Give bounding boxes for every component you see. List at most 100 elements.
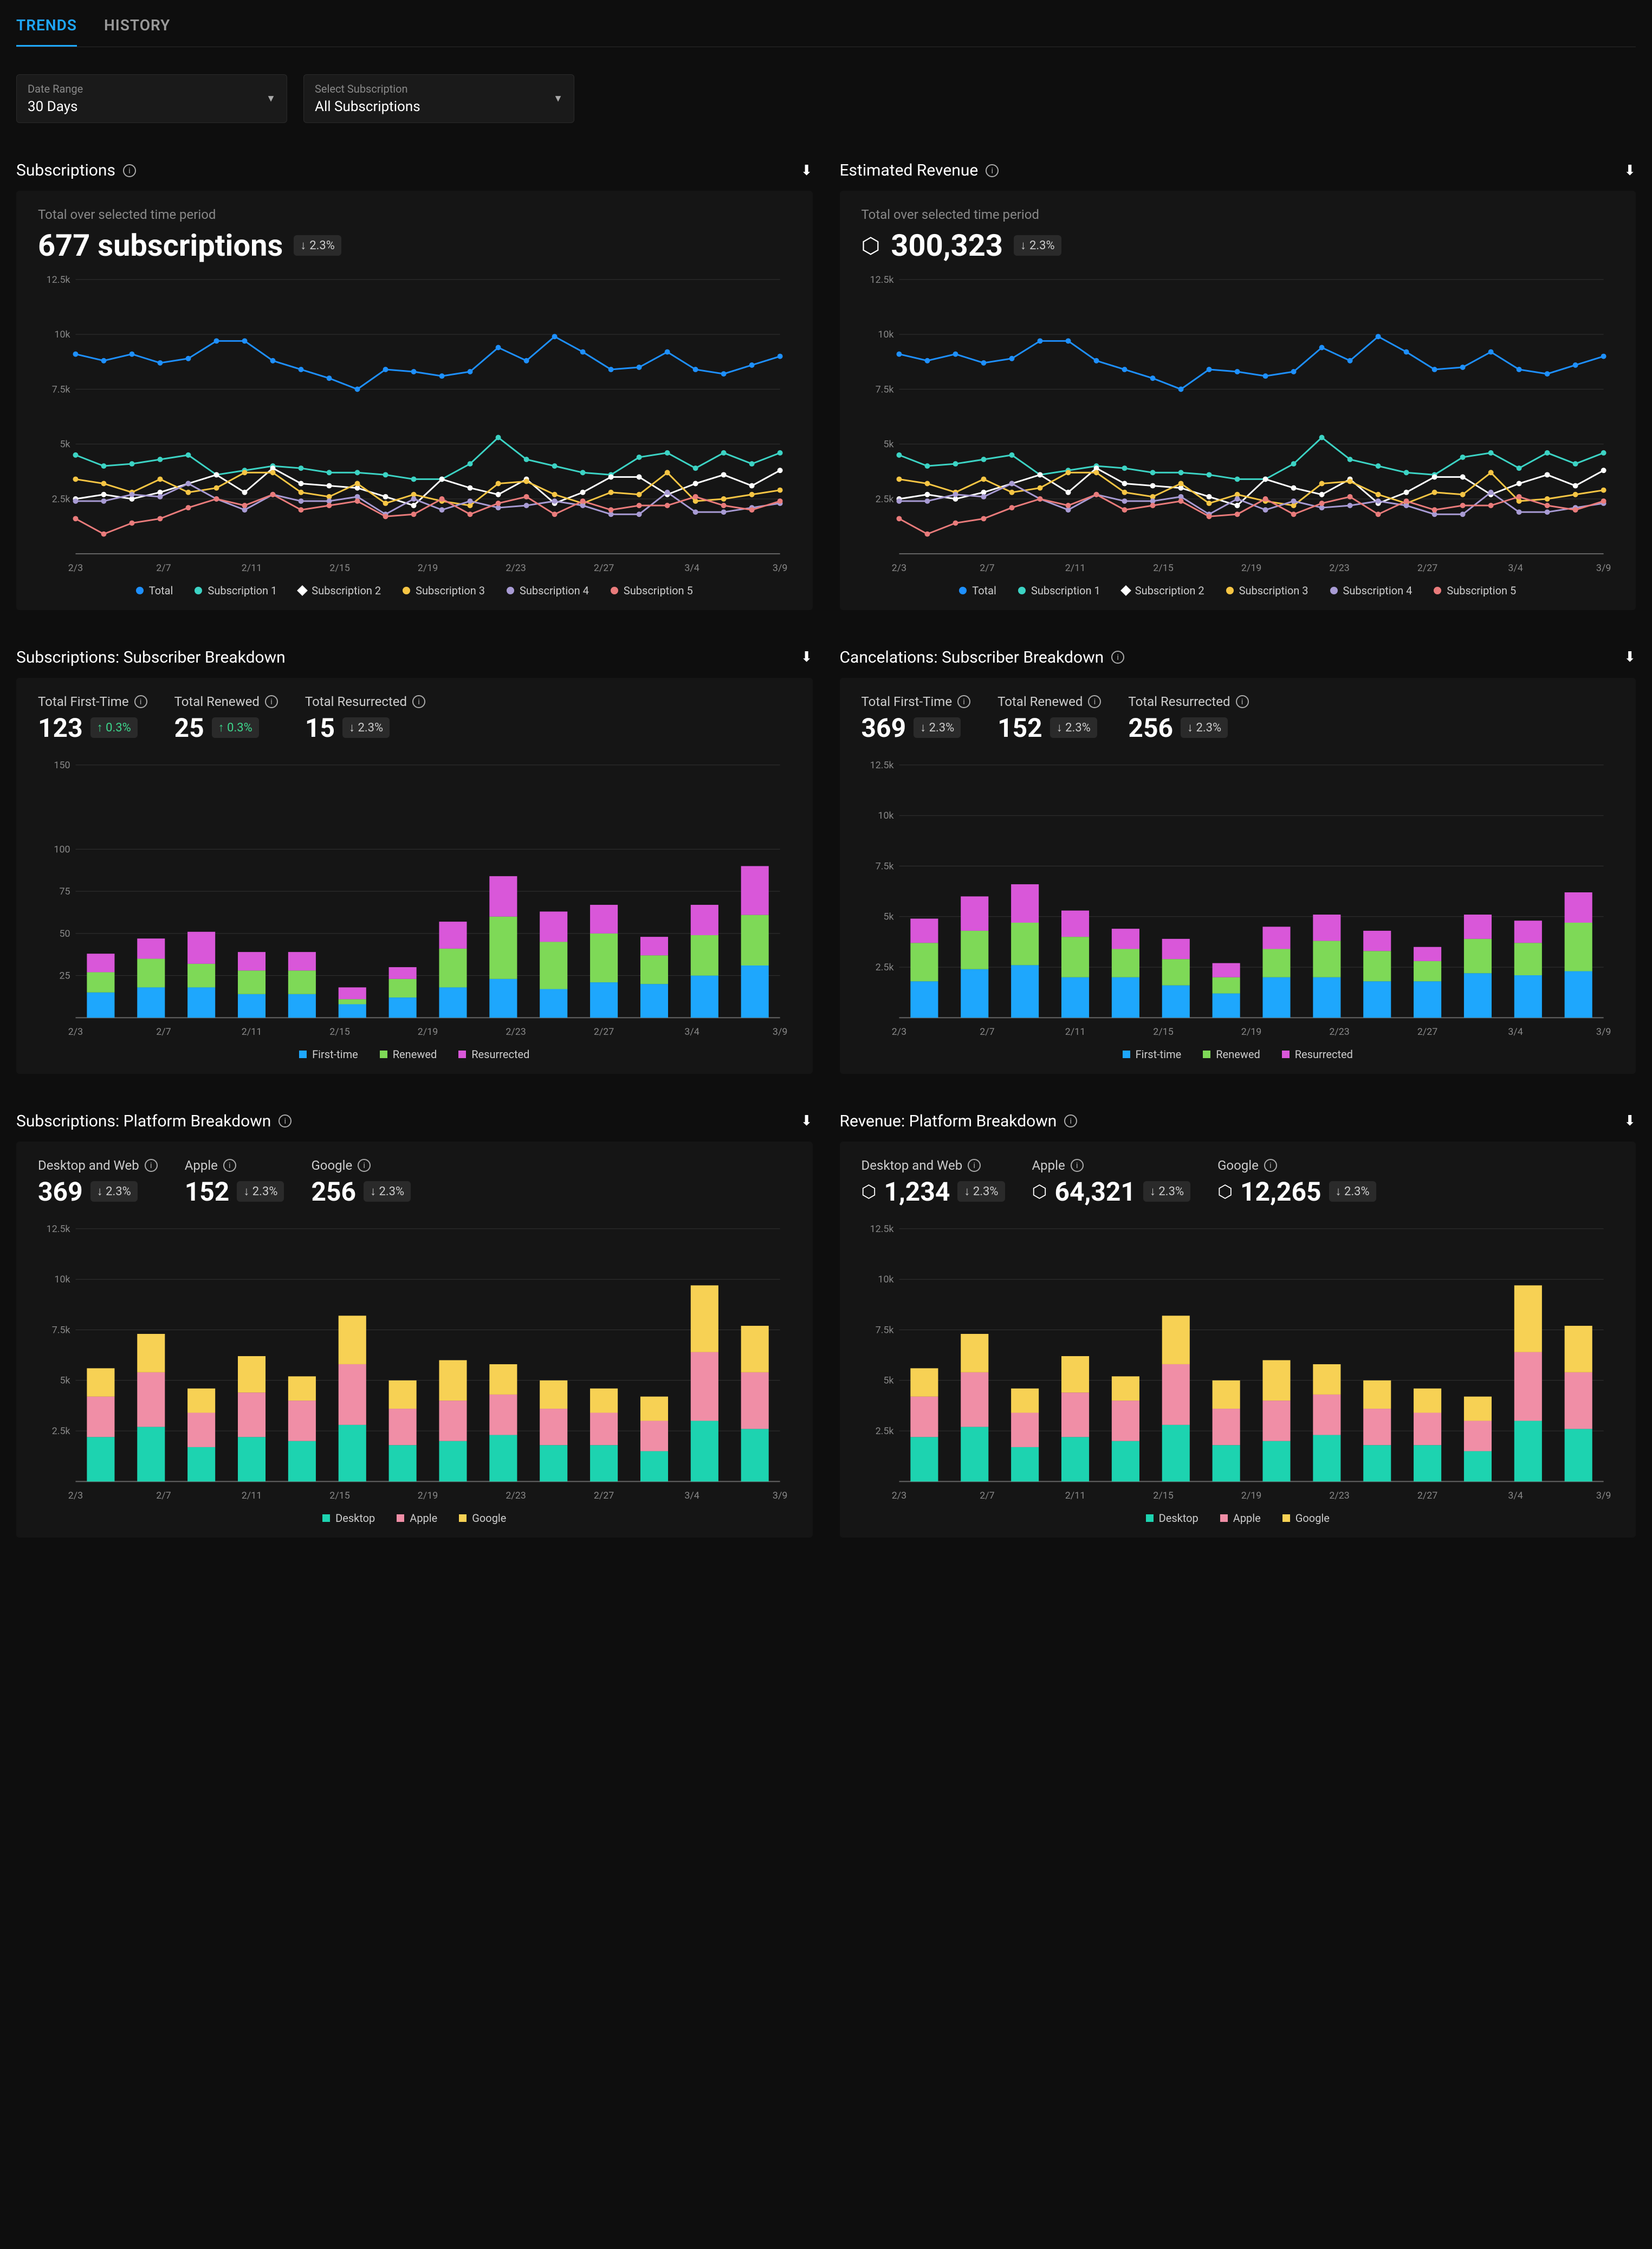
subs-platform-chart: 2.5k5k7.5k10k12.5k2/32/72/112/152/192/23… — [38, 1223, 791, 1503]
svg-text:2/27: 2/27 — [1417, 1490, 1437, 1501]
subscriptions-chart: 2.5k5k7.5k10k12.5k2/32/72/112/152/192/23… — [38, 274, 791, 575]
stat-value-row: 25 ↑ 0.3% — [174, 712, 278, 743]
stat-label: Desktop and Web i — [861, 1158, 1005, 1173]
legend-marker — [458, 1051, 466, 1058]
info-icon[interactable]: i — [986, 164, 999, 177]
tab-trends[interactable]: TRENDS — [16, 16, 77, 47]
legend-marker — [136, 587, 144, 594]
stat-value-row: ⬡1,234 ↓ 2.3% — [861, 1176, 1005, 1207]
info-icon[interactable]: i — [134, 695, 147, 708]
legend-label: Apple — [1233, 1512, 1261, 1525]
subs-platform-stats: Desktop and Web i369 ↓ 2.3%Apple i152 ↓ … — [38, 1158, 791, 1207]
download-icon[interactable]: ⬇ — [801, 1113, 813, 1129]
svg-text:2.5k: 2.5k — [875, 494, 894, 505]
svg-text:2/11: 2/11 — [1065, 562, 1085, 574]
stat-badge: ↓ 2.3% — [90, 1181, 138, 1202]
stat-badge: ↓ 2.3% — [1181, 717, 1228, 738]
legend-label: Subscription 2 — [312, 584, 381, 597]
tab-history[interactable]: HISTORY — [104, 16, 170, 47]
info-icon[interactable]: i — [358, 1159, 371, 1172]
info-icon[interactable]: i — [1088, 695, 1101, 708]
svg-text:10k: 10k — [878, 329, 894, 340]
legend-label: Subscription 4 — [520, 584, 589, 597]
info-icon[interactable]: i — [1071, 1159, 1084, 1172]
stat-value-row: 152 ↓ 2.3% — [185, 1176, 284, 1207]
stat-block: Apple i⬡64,321 ↓ 2.3% — [1032, 1158, 1191, 1207]
svg-text:2/23: 2/23 — [1329, 562, 1349, 574]
info-icon[interactable]: i — [1264, 1159, 1277, 1172]
stat-value: 152 — [997, 712, 1042, 743]
svg-text:3/9: 3/9 — [773, 1026, 787, 1038]
stat-value: 15 — [305, 712, 335, 743]
subscription-select[interactable]: Select Subscription All Subscriptions ▼ — [303, 74, 574, 123]
legend-marker — [380, 1051, 387, 1058]
svg-text:2/7: 2/7 — [980, 562, 994, 574]
date-range-select[interactable]: Date Range 30 Days ▼ — [16, 74, 287, 123]
subs-platform-section: Subscriptions: Platform Breakdown i ⬇ De… — [16, 1101, 813, 1538]
legend-item: Resurrected — [1282, 1048, 1353, 1061]
info-icon[interactable]: i — [123, 164, 136, 177]
info-icon[interactable]: i — [1236, 695, 1249, 708]
legend-marker — [459, 1514, 467, 1522]
legend-item: Subscription 2 — [299, 584, 381, 597]
stat-badge: ↑ 0.3% — [90, 717, 138, 738]
currency-icon: ⬡ — [1032, 1181, 1047, 1202]
subs-breakdown-chart: 2550751001502/32/72/112/152/192/232/273/… — [38, 760, 791, 1039]
info-icon[interactable]: i — [1111, 651, 1124, 664]
svg-text:25: 25 — [59, 970, 70, 981]
svg-text:10k: 10k — [878, 810, 894, 821]
stat-value-row: ⬡12,265 ↓ 2.3% — [1217, 1176, 1376, 1207]
svg-text:2/3: 2/3 — [891, 562, 906, 574]
info-icon[interactable]: i — [145, 1159, 158, 1172]
legend-label: Total — [972, 584, 996, 597]
svg-text:75: 75 — [59, 886, 70, 897]
svg-text:5k: 5k — [60, 439, 70, 450]
svg-text:2/27: 2/27 — [594, 562, 614, 574]
legend-marker — [1146, 1514, 1154, 1522]
download-icon[interactable]: ⬇ — [1624, 1113, 1636, 1129]
info-icon[interactable]: i — [278, 1114, 291, 1127]
svg-text:2/15: 2/15 — [1153, 562, 1173, 574]
subscription-select-value: All Subscriptions — [315, 99, 563, 115]
stat-value: 123 — [38, 712, 83, 743]
download-icon[interactable]: ⬇ — [1624, 163, 1636, 179]
stat-label: Google i — [1217, 1158, 1376, 1173]
legend-item: Google — [459, 1512, 506, 1525]
legend-item: Subscription 3 — [403, 584, 485, 597]
info-icon[interactable]: i — [412, 695, 425, 708]
stat-block: Total First-Time i123 ↑ 0.3% — [38, 694, 147, 743]
rev-platform-section: Revenue: Platform Breakdown i ⬇ Desktop … — [840, 1101, 1636, 1538]
legend-item: Desktop — [322, 1512, 375, 1525]
legend-item: Renewed — [1203, 1048, 1260, 1061]
date-range-value: 30 Days — [28, 99, 276, 115]
svg-text:2/15: 2/15 — [1153, 1026, 1173, 1038]
legend-marker — [1203, 1051, 1210, 1058]
info-icon[interactable]: i — [223, 1159, 236, 1172]
svg-text:2/3: 2/3 — [891, 1026, 906, 1038]
info-icon[interactable]: i — [1064, 1114, 1077, 1127]
legend-item: Subscription 3 — [1226, 584, 1308, 597]
legend-item: Desktop — [1146, 1512, 1198, 1525]
stat-label: Total Renewed i — [174, 694, 278, 709]
legend-label: Subscription 5 — [624, 584, 693, 597]
legend-marker — [297, 585, 308, 596]
svg-text:2/27: 2/27 — [1417, 562, 1437, 574]
svg-text:2/23: 2/23 — [1329, 1490, 1349, 1501]
svg-text:3/4: 3/4 — [684, 1490, 699, 1501]
download-icon[interactable]: ⬇ — [801, 649, 813, 665]
svg-text:3/9: 3/9 — [1596, 1490, 1610, 1501]
download-icon[interactable]: ⬇ — [801, 163, 813, 179]
info-icon[interactable]: i — [968, 1159, 981, 1172]
svg-text:2/11: 2/11 — [1065, 1026, 1085, 1038]
revenue-legend: TotalSubscription 1Subscription 2Subscri… — [861, 584, 1615, 597]
legend-item: Subscription 5 — [611, 584, 693, 597]
svg-text:2/19: 2/19 — [1241, 1026, 1261, 1038]
legend-marker — [1123, 1051, 1130, 1058]
stat-value-row: 256 ↓ 2.3% — [1128, 712, 1248, 743]
svg-text:5k: 5k — [883, 1375, 894, 1386]
info-icon[interactable]: i — [265, 695, 278, 708]
legend-marker — [1018, 587, 1026, 594]
info-icon[interactable]: i — [957, 695, 970, 708]
stat-block: Google i ⬡12,265 ↓ 2.3% — [1217, 1158, 1376, 1207]
download-icon[interactable]: ⬇ — [1624, 649, 1636, 665]
